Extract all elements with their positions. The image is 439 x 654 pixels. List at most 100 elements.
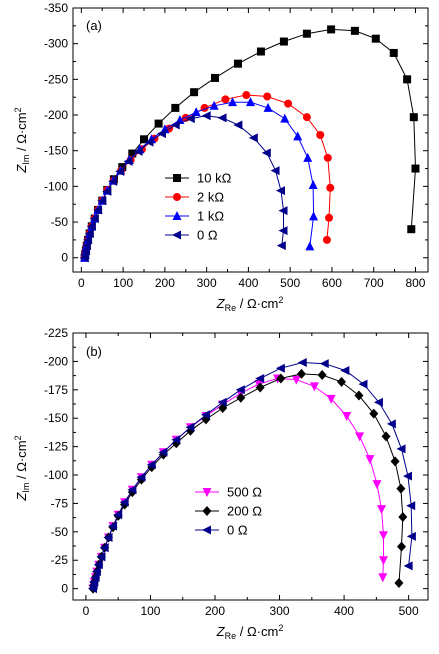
data-point bbox=[119, 497, 129, 507]
y-tick-label: -150 bbox=[44, 144, 68, 158]
data-point bbox=[386, 419, 396, 429]
x-axis-label: ZRe / Ω·cm2 bbox=[216, 623, 284, 641]
data-point bbox=[102, 186, 112, 196]
data-point bbox=[108, 521, 118, 531]
data-point bbox=[278, 226, 288, 236]
data-point bbox=[291, 375, 301, 385]
data-point bbox=[90, 572, 100, 582]
legend-label: 500 Ω bbox=[227, 485, 262, 500]
data-point bbox=[191, 107, 201, 117]
data-point bbox=[255, 382, 265, 393]
chart-panel-1: 0 100 200 300 400 500 600 700 800 -350 -300 -250 -20… bbox=[13, 1, 429, 313]
legend-label: 0 Ω bbox=[227, 523, 248, 538]
data-point bbox=[86, 221, 96, 231]
x-tick-label: 300 bbox=[197, 276, 217, 290]
data-point bbox=[83, 235, 93, 245]
y-tick-label: -300 bbox=[44, 37, 68, 51]
x-tick-label: 400 bbox=[238, 276, 258, 290]
data-point bbox=[103, 533, 113, 543]
y-tick-label: -200 bbox=[44, 108, 68, 122]
data-point bbox=[170, 120, 180, 130]
data-point bbox=[242, 91, 251, 100]
data-point bbox=[406, 531, 416, 541]
legend-marker bbox=[173, 193, 181, 201]
data-point bbox=[190, 88, 199, 97]
x-tick-label: 800 bbox=[405, 276, 425, 290]
data-point bbox=[261, 148, 271, 158]
data-point bbox=[280, 113, 290, 123]
data-point bbox=[378, 531, 388, 541]
data-point bbox=[389, 48, 398, 57]
y-axis-label: ZIm / Ω·cm2 bbox=[13, 435, 31, 501]
data-point bbox=[93, 560, 103, 570]
data-point bbox=[113, 510, 123, 520]
data-point bbox=[276, 241, 286, 251]
plot-frame bbox=[72, 332, 429, 601]
data-point bbox=[99, 543, 109, 553]
legend-label: 10 kΩ bbox=[197, 171, 232, 186]
y-tick-label: 0 bbox=[61, 251, 68, 265]
data-point bbox=[84, 228, 94, 238]
x-tick-label: 400 bbox=[334, 604, 354, 618]
data-point bbox=[263, 102, 273, 112]
data-point bbox=[156, 129, 166, 139]
series-4 bbox=[79, 111, 288, 263]
data-point bbox=[316, 131, 325, 140]
data-point bbox=[325, 213, 334, 222]
legend-marker bbox=[202, 525, 211, 535]
data-point bbox=[171, 103, 180, 112]
legend-label: 1 kΩ bbox=[197, 209, 224, 224]
data-point bbox=[337, 376, 347, 387]
y-tick-label: -225 bbox=[44, 326, 68, 340]
data-point bbox=[81, 241, 91, 251]
y-tick-label: -250 bbox=[44, 72, 68, 86]
data-point bbox=[365, 455, 375, 465]
data-point bbox=[221, 95, 230, 104]
data-point bbox=[296, 368, 306, 379]
data-point bbox=[200, 410, 210, 420]
data-point bbox=[303, 152, 313, 162]
data-point bbox=[297, 358, 307, 368]
legend-label: 2 kΩ bbox=[197, 190, 224, 205]
data-point bbox=[403, 75, 412, 84]
data-point bbox=[255, 373, 265, 383]
y-tick-label: -100 bbox=[44, 468, 68, 482]
data-point bbox=[248, 133, 258, 143]
data-point bbox=[396, 444, 406, 454]
series-3 bbox=[88, 358, 416, 594]
data-point bbox=[327, 25, 336, 34]
x-tick-label: 200 bbox=[205, 604, 225, 618]
y-tick-label: -100 bbox=[44, 179, 68, 193]
legend-label: 0 Ω bbox=[197, 228, 218, 243]
data-point bbox=[398, 512, 408, 523]
data-point bbox=[354, 390, 364, 401]
data-point bbox=[319, 359, 329, 369]
data-point bbox=[409, 113, 418, 122]
data-point bbox=[377, 505, 387, 515]
data-point bbox=[89, 213, 99, 223]
data-point bbox=[217, 113, 227, 123]
data-point bbox=[140, 135, 148, 144]
x-tick-label: 100 bbox=[140, 604, 160, 618]
data-point bbox=[158, 447, 168, 457]
y-axis-label: ZIm / Ω·cm2 bbox=[13, 107, 31, 173]
data-point bbox=[217, 397, 227, 407]
y-tick-label: -350 bbox=[44, 1, 68, 15]
series-line bbox=[84, 28, 417, 258]
data-point bbox=[96, 552, 106, 562]
data-point bbox=[263, 92, 272, 101]
data-point bbox=[309, 211, 319, 221]
y-tick-label: -200 bbox=[44, 354, 68, 368]
y-tick-label: -125 bbox=[44, 440, 68, 454]
data-point bbox=[323, 153, 332, 162]
data-point bbox=[128, 149, 137, 158]
x-tick-label: 600 bbox=[322, 276, 342, 290]
data-point bbox=[284, 99, 293, 108]
data-point bbox=[108, 176, 118, 186]
x-tick-label: 0 bbox=[78, 276, 85, 290]
x-tick-label: 200 bbox=[155, 276, 175, 290]
data-point bbox=[228, 97, 238, 107]
data-point bbox=[275, 186, 285, 196]
